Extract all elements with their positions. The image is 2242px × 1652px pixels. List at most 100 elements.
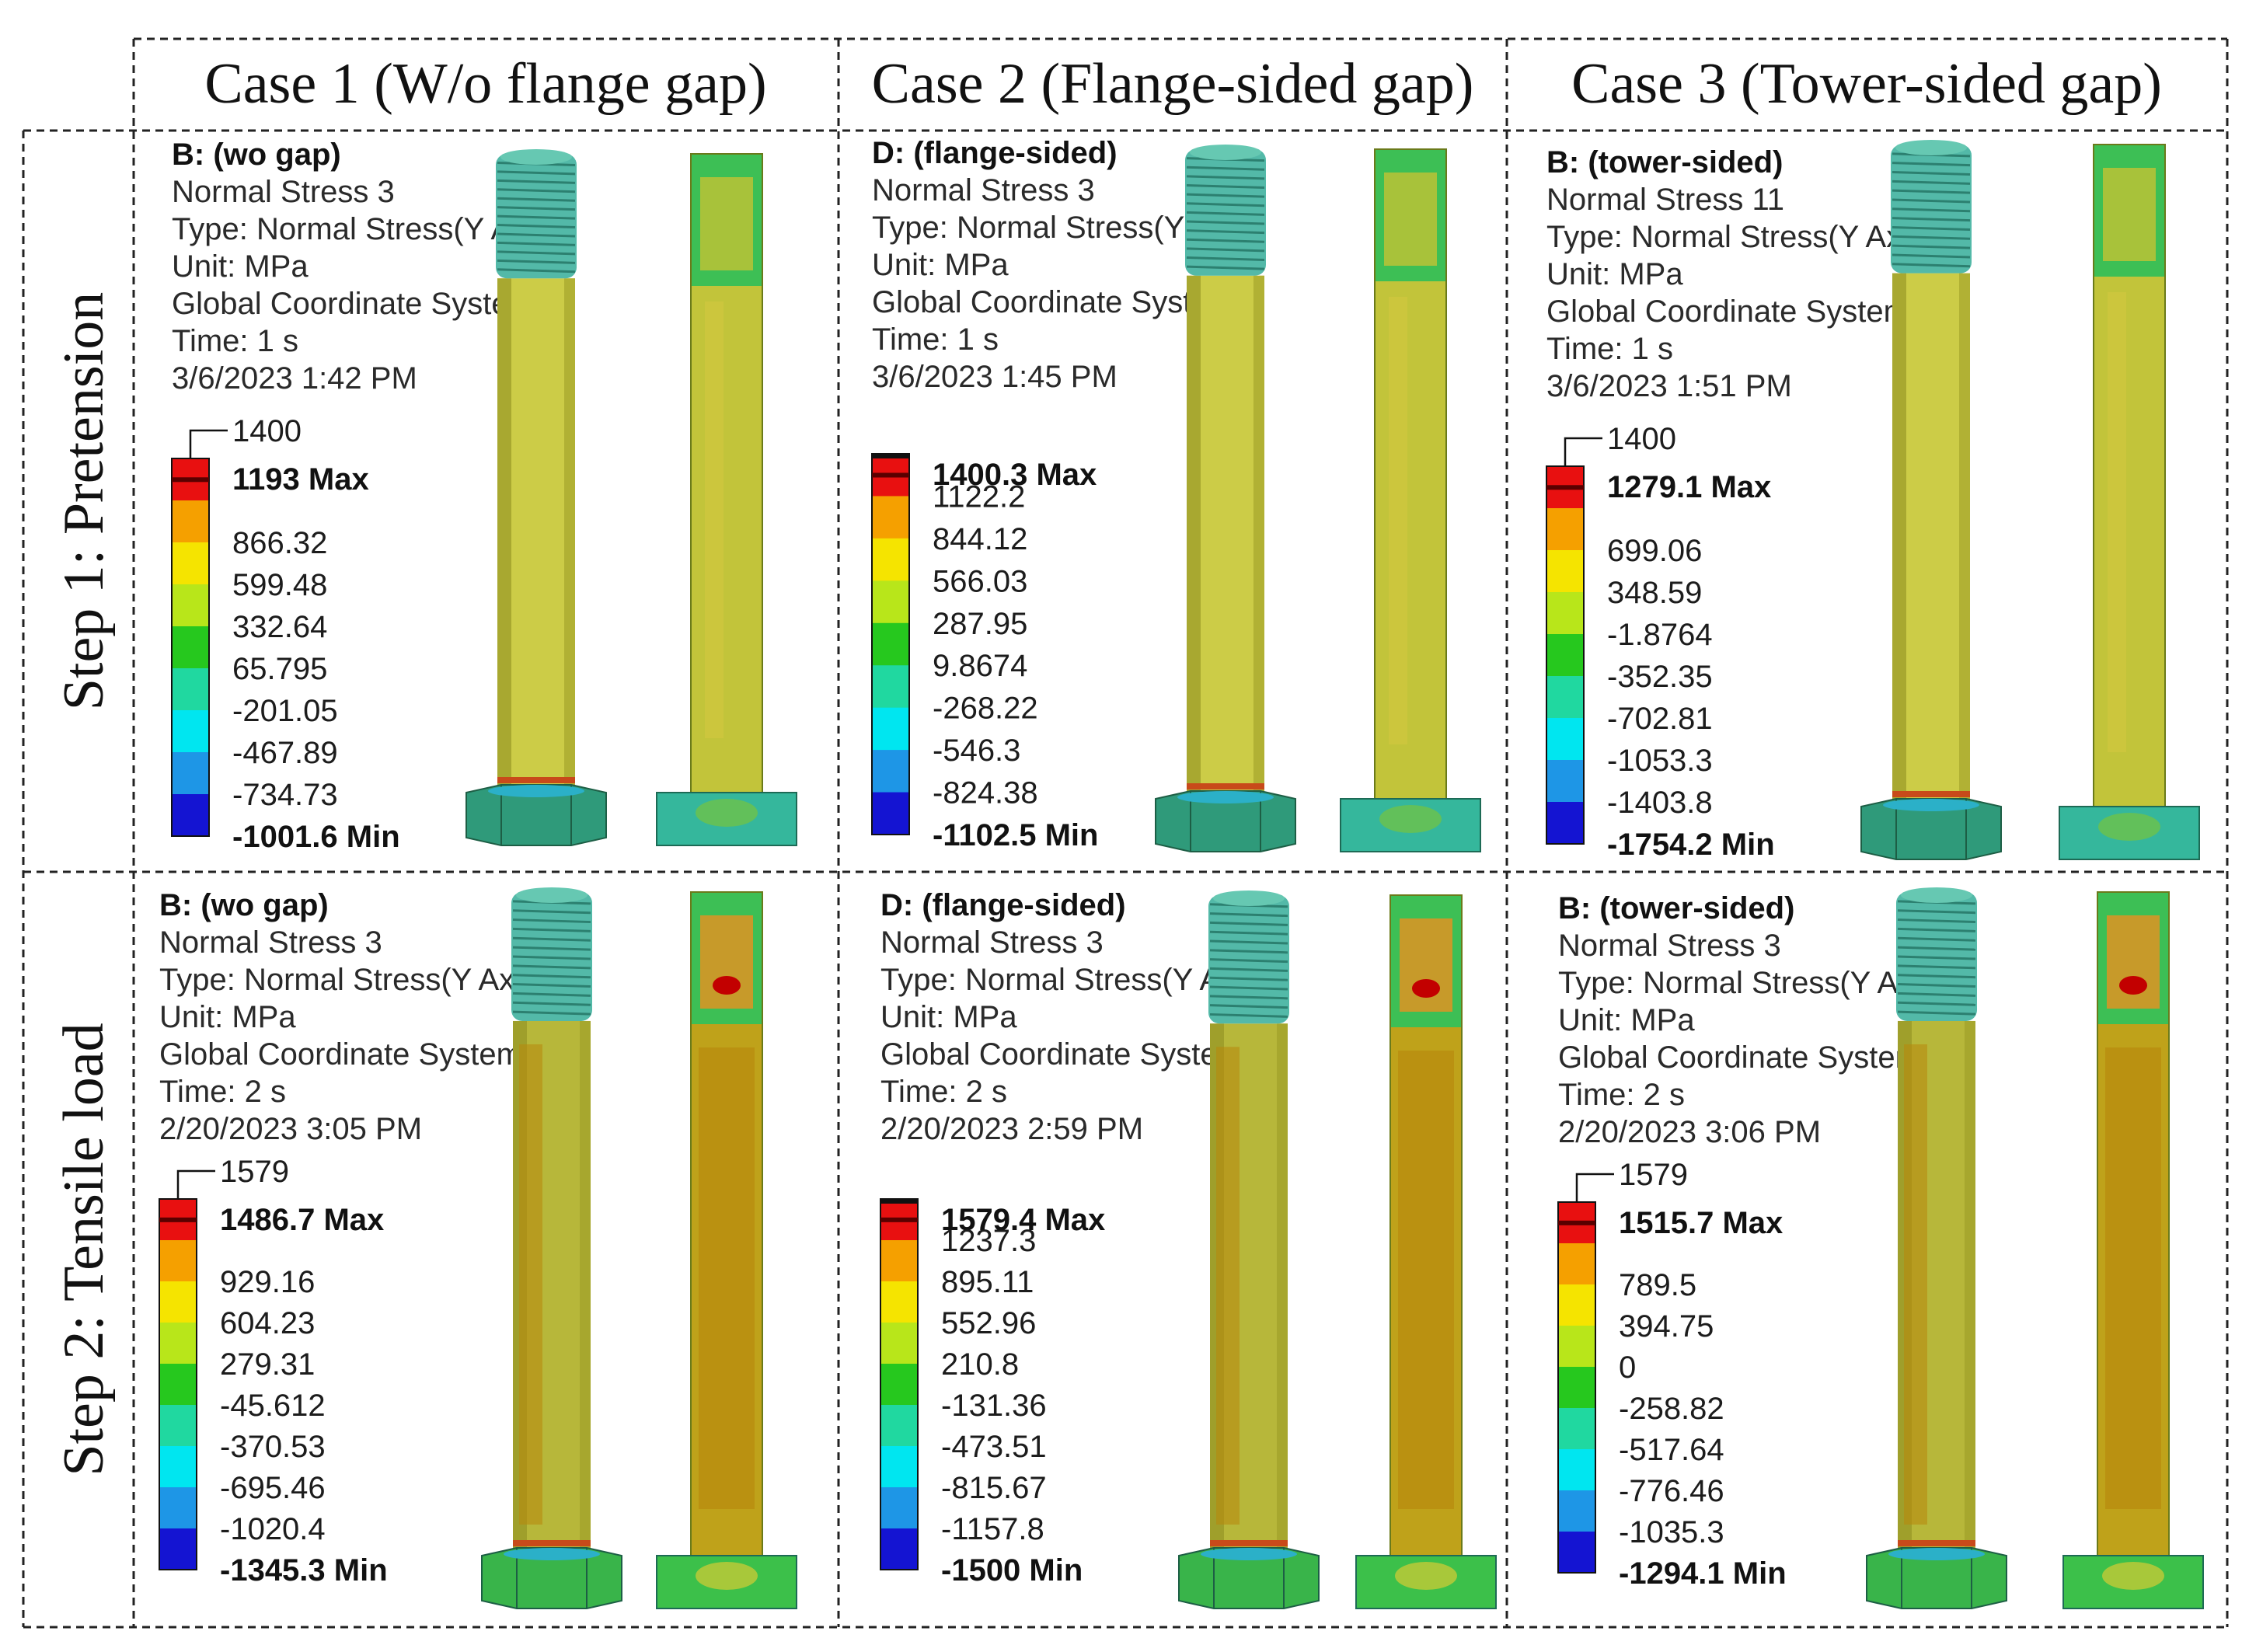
bolt-thread-line	[497, 179, 576, 184]
bolt-thread-line	[1186, 220, 1265, 225]
info-coord: Global Coordinate System	[1546, 295, 1909, 329]
row-label-step-2: Step 2: Tensile load	[52, 1023, 116, 1476]
info-date: 2/20/2023 3:06 PM	[1558, 1115, 1821, 1149]
legend-band-2	[1558, 1243, 1595, 1285]
legend-colorbar	[159, 1198, 197, 1570]
bolt-thread-line	[1186, 166, 1265, 171]
bolt-base-ring	[1187, 783, 1264, 789]
legend-band-4	[172, 584, 209, 627]
legend-value-label: -258.82	[1619, 1392, 1724, 1426]
info-type: Type: Normal Stress(Y Axis)	[159, 963, 547, 997]
legend-cap-leader	[189, 429, 228, 458]
bolt-thread-line	[1892, 225, 1971, 231]
info-unit: Unit: MPa	[872, 248, 1009, 282]
legend-value-label: -131.36	[941, 1389, 1047, 1423]
bolt-thread-line	[1897, 974, 1976, 979]
info-time: Time: 2 s	[880, 1075, 1007, 1109]
info-coord: Global Coordinate System	[1558, 1040, 1921, 1075]
legend-min-label: -1754.2 Min	[1607, 828, 1775, 862]
bolt-thread-line	[1186, 183, 1265, 189]
bolt-thread-line	[512, 974, 591, 979]
legend-band-8	[1558, 1490, 1595, 1532]
legend-band-5	[172, 626, 209, 669]
legend-min-label: -1102.5 Min	[933, 818, 1098, 852]
bolt-shank-tension-zone	[519, 1044, 542, 1525]
legend-band-8	[872, 750, 909, 793]
bolt-shank-shadow	[1892, 273, 1906, 800]
bolt-base-ring	[1892, 791, 1970, 797]
bolt-thread-line	[1209, 976, 1288, 981]
bolt-thread-line	[512, 936, 591, 942]
bolt-thread-line	[512, 946, 591, 951]
bolt-thread-line	[512, 1010, 591, 1016]
info-date: 2/20/2023 3:05 PM	[159, 1112, 422, 1146]
legend-band-5	[1546, 634, 1584, 677]
info-unit: Unit: MPa	[1546, 257, 1683, 291]
info-type: Type: Normal Stress(Y Axis)	[1546, 220, 1934, 254]
legend-value-label: -201.05	[232, 694, 338, 728]
bolt-section-model	[2059, 144, 2200, 860]
bolt-shank-shadow	[1187, 275, 1201, 792]
section-tension-zone	[2105, 1047, 2161, 1509]
legend-band-3	[159, 1281, 197, 1323]
legend-band-7	[1558, 1449, 1595, 1491]
legend-band-7	[159, 1446, 197, 1488]
section-nut-core	[2102, 1562, 2164, 1590]
legend-band-8	[159, 1487, 197, 1529]
bolt-thread-line	[1892, 253, 1971, 259]
info-coord: Global Coordinate System	[872, 285, 1235, 319]
legend-cap-label: 1579	[1619, 1158, 1688, 1192]
legend-band-2	[872, 496, 909, 539]
bolt-thread-line	[497, 224, 576, 229]
info-unit: Unit: MPa	[172, 249, 309, 284]
bolt-base-ring	[1898, 1540, 1975, 1546]
legend-value-label: 844.12	[933, 522, 1027, 556]
info-result: Normal Stress 3	[1558, 929, 1781, 963]
bolt-shank-shadow	[564, 278, 575, 785]
legend-band-4	[1558, 1326, 1595, 1368]
bolt-thread-line	[1897, 955, 1976, 960]
section-tension-zone	[1398, 1051, 1454, 1509]
bolt-thread-line	[1186, 229, 1265, 235]
legend-band-8	[880, 1487, 918, 1529]
bolt-thread-line	[1209, 921, 1288, 926]
legend-band-6	[172, 668, 209, 711]
legend-value-label: 348.59	[1607, 576, 1702, 610]
legend-value-label: 604.23	[220, 1306, 315, 1340]
bolt-thread-cap	[500, 149, 572, 165]
bolt-shank-tension-zone	[1904, 1044, 1927, 1525]
bolt-thread-line	[497, 250, 576, 256]
legend-value-label: 699.06	[1607, 534, 1702, 568]
table-grid	[22, 37, 2229, 1629]
legend-value-label: -1020.4	[220, 1512, 326, 1546]
bolt-thread-line	[497, 268, 576, 274]
bolt-thread-line	[497, 214, 576, 220]
legend-value-label: -473.51	[941, 1430, 1047, 1464]
bolt-thread-line	[512, 909, 591, 915]
bolt-shank-shadow	[1253, 275, 1264, 792]
legend-cap-leader	[176, 1169, 215, 1199]
info-coord: Global Coordinate System	[172, 287, 535, 321]
legend-min-label: -1294.1 Min	[1619, 1556, 1787, 1591]
section-nut-core	[1395, 1562, 1457, 1590]
bolt-thread-line	[1897, 918, 1976, 924]
bolt-thread-line	[1186, 256, 1265, 261]
column-header-case-3: Case 3 (Tower-sided gap)	[1571, 52, 2162, 116]
legend-max-label: 1579.4 Max	[941, 1203, 1105, 1237]
section-thread-core	[1384, 173, 1437, 266]
section-tension-zone	[699, 1047, 755, 1509]
legend-max-label: 1279.1 Max	[1607, 470, 1771, 504]
legend-top-marker	[872, 454, 909, 458]
info-time: Time: 1 s	[872, 322, 999, 357]
legend-value-label: -776.46	[1619, 1474, 1724, 1508]
bolt-thread-cap	[1901, 887, 1972, 903]
legend-min-label: -1345.3 Min	[220, 1553, 388, 1588]
info-time: Time: 1 s	[172, 324, 298, 358]
bolt-thread-line	[497, 241, 576, 246]
section-shank	[2094, 277, 2165, 807]
legend-value-label: -815.67	[941, 1471, 1047, 1505]
legend-value-label: 0	[1619, 1351, 1636, 1385]
section-hot-spot	[1412, 979, 1440, 998]
